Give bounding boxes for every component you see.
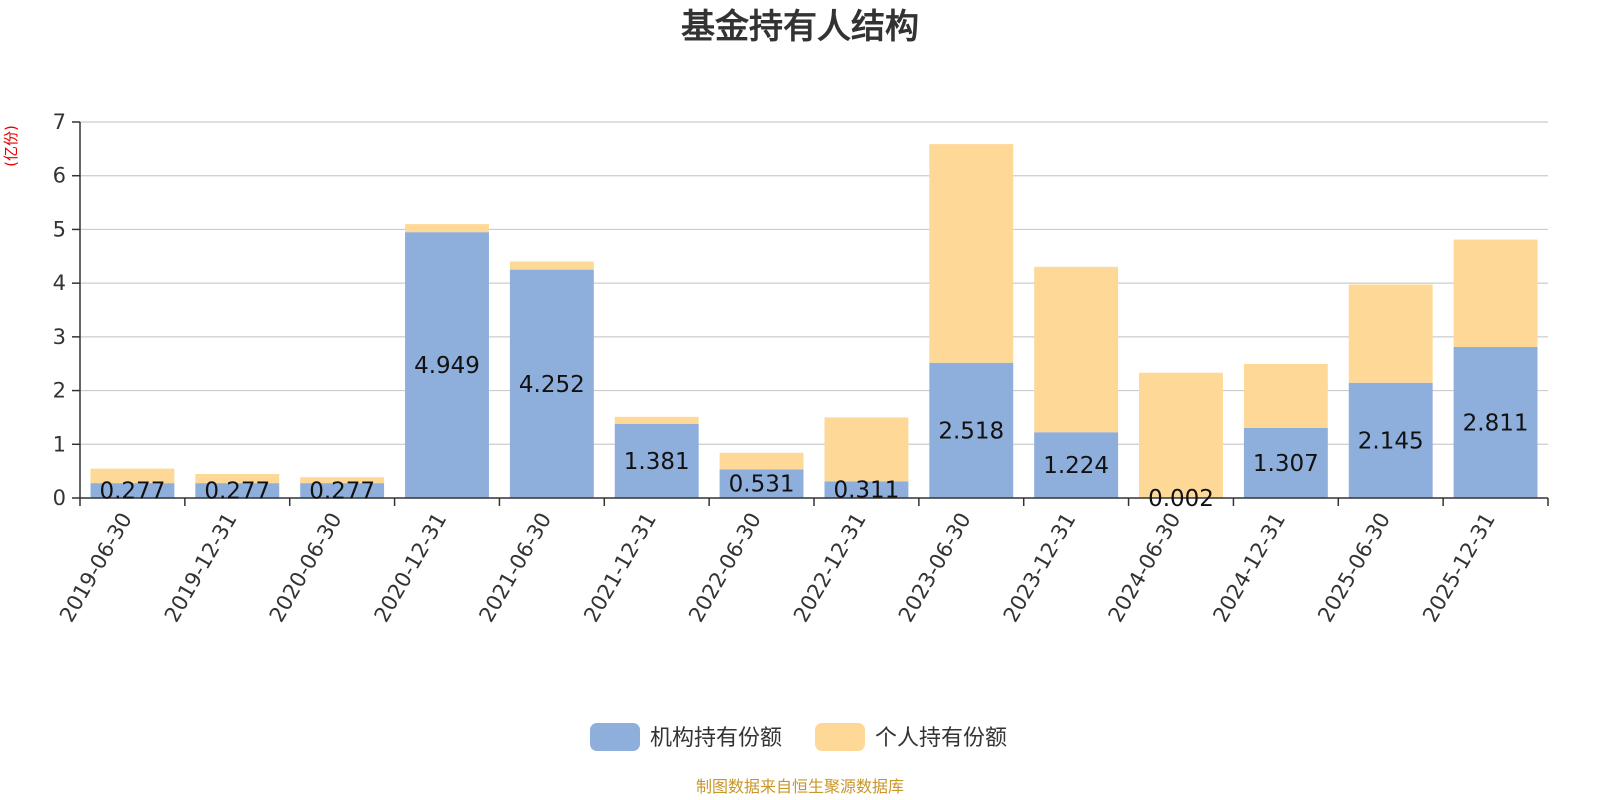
bar-individual[interactable] bbox=[1243, 363, 1328, 428]
x-tick-label: 2021-12-31 bbox=[579, 509, 661, 627]
y-tick-label: 6 bbox=[53, 164, 66, 188]
x-tick-label: 2019-06-30 bbox=[55, 509, 137, 627]
x-tick-label: 2020-12-31 bbox=[370, 509, 452, 627]
x-tick-label: 2023-06-30 bbox=[894, 508, 976, 626]
data-label: 0.277 bbox=[99, 479, 165, 505]
bar-institutional[interactable] bbox=[1243, 427, 1328, 498]
legend-item-institutional[interactable]: 机构持有份额 bbox=[590, 723, 782, 751]
data-label: 0.311 bbox=[833, 478, 899, 504]
bar-institutional[interactable] bbox=[929, 362, 1014, 498]
bars bbox=[90, 144, 1538, 498]
bar-institutional[interactable] bbox=[90, 483, 175, 498]
bar-institutional[interactable] bbox=[1034, 432, 1119, 498]
x-tick-label: 2025-06-30 bbox=[1313, 509, 1395, 627]
y-tick-label: 7 bbox=[53, 110, 66, 134]
bar-individual[interactable] bbox=[824, 417, 909, 482]
data-label: 0.277 bbox=[309, 479, 375, 505]
bar-individual[interactable] bbox=[1034, 266, 1119, 433]
source-note: 制图数据来自恒生聚源数据库 bbox=[696, 777, 904, 796]
chart-title: 基金持有人结构 bbox=[681, 7, 919, 47]
data-label: 2.811 bbox=[1463, 411, 1529, 437]
x-tick-label: 2023-12-31 bbox=[999, 509, 1081, 627]
data-label: 0.531 bbox=[729, 472, 795, 498]
y-tick-label: 4 bbox=[53, 271, 66, 295]
data-labels: 0.277 0.277 0.277 4.949 4.252 1.381 0.531 0.311… bbox=[99, 353, 1528, 512]
y-tick-label: 2 bbox=[53, 379, 66, 403]
bar-individual[interactable] bbox=[614, 416, 699, 424]
data-label: 1.307 bbox=[1253, 451, 1319, 477]
legend-swatch bbox=[590, 723, 640, 751]
y-tick-label: 1 bbox=[53, 432, 66, 456]
bar-individual[interactable] bbox=[405, 224, 489, 233]
bar-individual[interactable] bbox=[300, 477, 385, 484]
bar-institutional[interactable] bbox=[1453, 347, 1538, 498]
legend-label: 个人持有份额 bbox=[875, 726, 1007, 751]
data-label: 0.277 bbox=[204, 479, 270, 505]
bar-individual[interactable] bbox=[195, 473, 280, 484]
x-tick-label: 2024-06-30 bbox=[1104, 509, 1186, 627]
bar-institutional[interactable] bbox=[614, 423, 699, 498]
bar-institutional[interactable] bbox=[300, 483, 385, 498]
data-label: 1.381 bbox=[624, 449, 690, 475]
legend[interactable]: 机构持有份额 个人持有份额 bbox=[590, 723, 1007, 751]
y-tick-label: 3 bbox=[53, 325, 66, 349]
x-tick-label: 2020-06-30 bbox=[265, 509, 347, 627]
x-tick-label: 2025-12-31 bbox=[1418, 509, 1500, 627]
bar-individual[interactable] bbox=[1139, 372, 1223, 498]
data-label: 1.224 bbox=[1043, 453, 1109, 479]
bar-individual[interactable] bbox=[929, 144, 1014, 363]
data-label: 4.252 bbox=[519, 372, 585, 398]
bar-individual[interactable] bbox=[719, 452, 804, 470]
bar-institutional[interactable] bbox=[1348, 382, 1433, 498]
bar-institutional[interactable] bbox=[719, 469, 804, 498]
y-tick-label: 5 bbox=[53, 217, 66, 241]
x-tick-label: 2019-12-31 bbox=[160, 509, 242, 627]
bar-institutional[interactable] bbox=[405, 232, 489, 498]
bar-individual[interactable] bbox=[1453, 239, 1538, 348]
x-tick-label: 2022-06-30 bbox=[684, 509, 766, 627]
bar-institutional[interactable] bbox=[195, 483, 280, 498]
gridlines bbox=[80, 121, 1548, 445]
data-label: 4.949 bbox=[414, 353, 480, 379]
bar-institutional[interactable] bbox=[824, 481, 909, 498]
x-tick-label: 2022-12-31 bbox=[789, 509, 871, 627]
legend-item-individual[interactable]: 个人持有份额 bbox=[815, 723, 1007, 751]
bar-individual[interactable] bbox=[509, 261, 594, 270]
x-tick-label: 2024-12-31 bbox=[1208, 509, 1290, 627]
bar-institutional[interactable] bbox=[509, 269, 594, 498]
y-axis-unit-label: (亿份) bbox=[2, 125, 20, 167]
data-label: 0.002 bbox=[1148, 486, 1214, 512]
x-tick-label: 2021-06-30 bbox=[474, 509, 556, 627]
bar-individual[interactable] bbox=[1348, 284, 1433, 383]
data-label: 2.145 bbox=[1358, 428, 1424, 454]
legend-label: 机构持有份额 bbox=[650, 726, 782, 751]
data-label: 2.518 bbox=[938, 418, 1004, 444]
legend-swatch bbox=[815, 723, 865, 751]
y-tick-label: 0 bbox=[53, 486, 66, 510]
bar-individual[interactable] bbox=[90, 468, 175, 484]
